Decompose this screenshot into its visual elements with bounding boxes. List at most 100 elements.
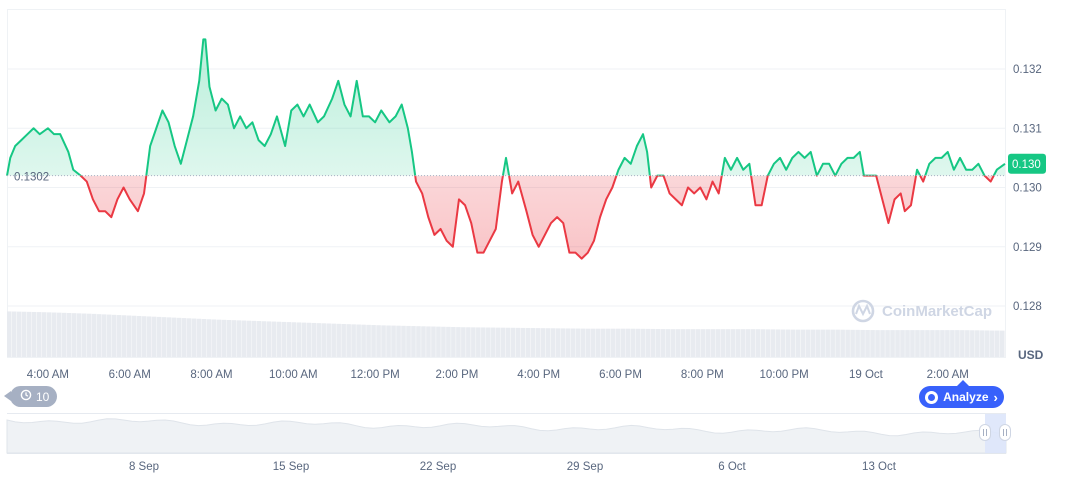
volume-bar xyxy=(226,320,232,357)
price-area xyxy=(7,39,1005,259)
volume-bar xyxy=(585,328,591,357)
volume-bar xyxy=(510,327,516,357)
volume-bar xyxy=(461,327,466,357)
volume-bar xyxy=(775,329,781,357)
analyze-button-label: Analyze xyxy=(943,390,989,404)
volume-bar xyxy=(431,326,436,357)
volume-bar xyxy=(965,330,970,357)
volume-bar xyxy=(136,315,142,357)
volume-bar xyxy=(26,311,32,357)
navigator-left-handle[interactable] xyxy=(979,424,991,441)
price-line[interactable] xyxy=(6,38,1006,260)
volume-bar xyxy=(680,329,686,357)
volume-bar xyxy=(870,330,875,357)
volume-bar xyxy=(795,329,801,357)
x-axis-ticks: 4:00 AM 6:00 AM 8:00 AM 10:00 AM 12:00 PM 2:0… xyxy=(27,369,969,381)
volume-bar xyxy=(820,329,825,357)
volume-bar xyxy=(720,329,726,357)
volume-bar xyxy=(146,316,152,357)
volume-bar xyxy=(835,329,840,357)
navigator-x-tick-label: 29 Sep xyxy=(567,461,603,473)
volume-bars xyxy=(7,311,1005,357)
volume-bar xyxy=(555,328,561,357)
volume-bar xyxy=(670,329,676,357)
volume-bar xyxy=(1000,330,1005,357)
volume-bar xyxy=(655,329,661,357)
volume-bar xyxy=(116,315,122,357)
volume-bar xyxy=(540,328,546,357)
volume-bar xyxy=(990,330,995,357)
volume-bar xyxy=(730,329,736,357)
volume-bar xyxy=(111,314,117,357)
volume-bar xyxy=(515,327,521,357)
volume-bar xyxy=(635,328,641,357)
y-axis-ticks: 0.128 0.129 0.130 0.131 0.132 xyxy=(1013,64,1042,313)
volume-bar xyxy=(336,323,341,357)
volume-bar xyxy=(151,316,157,357)
volume-bar xyxy=(850,329,855,357)
y-tick-label: 0.128 xyxy=(1013,301,1042,313)
volume-bar xyxy=(401,325,406,357)
volume-bar xyxy=(640,328,646,357)
volume-bar xyxy=(745,329,751,357)
volume-bar xyxy=(481,327,486,357)
volume-bar xyxy=(491,327,496,357)
currency-unit: USD xyxy=(1018,348,1044,362)
volume-bar xyxy=(356,324,361,357)
price-line-up[interactable] xyxy=(6,38,1006,258)
volume-bar xyxy=(96,314,102,357)
volume-bar xyxy=(441,326,446,357)
volume-bar xyxy=(805,329,810,357)
volume-bar xyxy=(840,329,845,357)
navigator-right-handle[interactable] xyxy=(999,424,1011,441)
navigator-selection[interactable] xyxy=(985,414,1006,453)
base-value-label: 0.1302 xyxy=(14,172,49,184)
analyze-button[interactable]: Analyze › xyxy=(919,380,1004,408)
history-badge-count: 10 xyxy=(36,389,50,404)
history-badge[interactable]: 10 xyxy=(3,386,58,407)
volume-bar xyxy=(46,312,52,357)
volume-bar xyxy=(406,325,411,357)
volume-bar xyxy=(570,328,576,357)
x-tick-label: 4:00 PM xyxy=(517,369,560,381)
volume-bar xyxy=(81,313,87,357)
volume-bar xyxy=(306,322,311,357)
current-price-tag: 0.130 xyxy=(1008,153,1046,174)
volume-bar xyxy=(560,328,566,357)
volume-bar xyxy=(740,329,746,357)
volume-bar xyxy=(156,316,162,357)
volume-bar xyxy=(725,329,731,357)
x-tick-label: 6:00 AM xyxy=(109,369,151,381)
volume-bar xyxy=(705,329,711,357)
volume-bar xyxy=(7,311,12,357)
volume-bar xyxy=(930,330,935,357)
navigator[interactable]: 8 Sep 15 Sep 22 Sep 29 Sep 6 Oct 13 Oct xyxy=(6,413,1007,474)
navigator-x-tick-label: 8 Sep xyxy=(129,461,159,473)
volume-bar xyxy=(221,319,227,357)
volume-bar xyxy=(166,317,172,357)
volume-bar xyxy=(900,330,905,357)
volume-bar xyxy=(331,323,336,357)
x-tick-label: 10:00 AM xyxy=(269,369,318,381)
volume-bar xyxy=(276,321,282,357)
volume-bar xyxy=(56,312,62,357)
volume-bar xyxy=(710,329,716,357)
volume-bar xyxy=(525,327,531,357)
grid-lines xyxy=(7,68,1005,307)
volume-bar xyxy=(780,329,786,357)
volume-bar xyxy=(995,330,1000,357)
volume-bar xyxy=(980,330,985,357)
volume-bar xyxy=(690,329,696,357)
x-tick-label: 8:00 PM xyxy=(681,369,724,381)
volume-bar xyxy=(121,315,127,357)
volume-bar xyxy=(895,330,900,357)
x-tick-label: 4:00 AM xyxy=(27,369,69,381)
volume-bar xyxy=(885,330,890,357)
volume-bar xyxy=(186,318,192,357)
volume-bar xyxy=(645,328,651,357)
volume-bar xyxy=(271,321,277,357)
volume-bar xyxy=(785,329,791,357)
volume-bar xyxy=(381,325,386,357)
volume-bar xyxy=(580,328,586,357)
